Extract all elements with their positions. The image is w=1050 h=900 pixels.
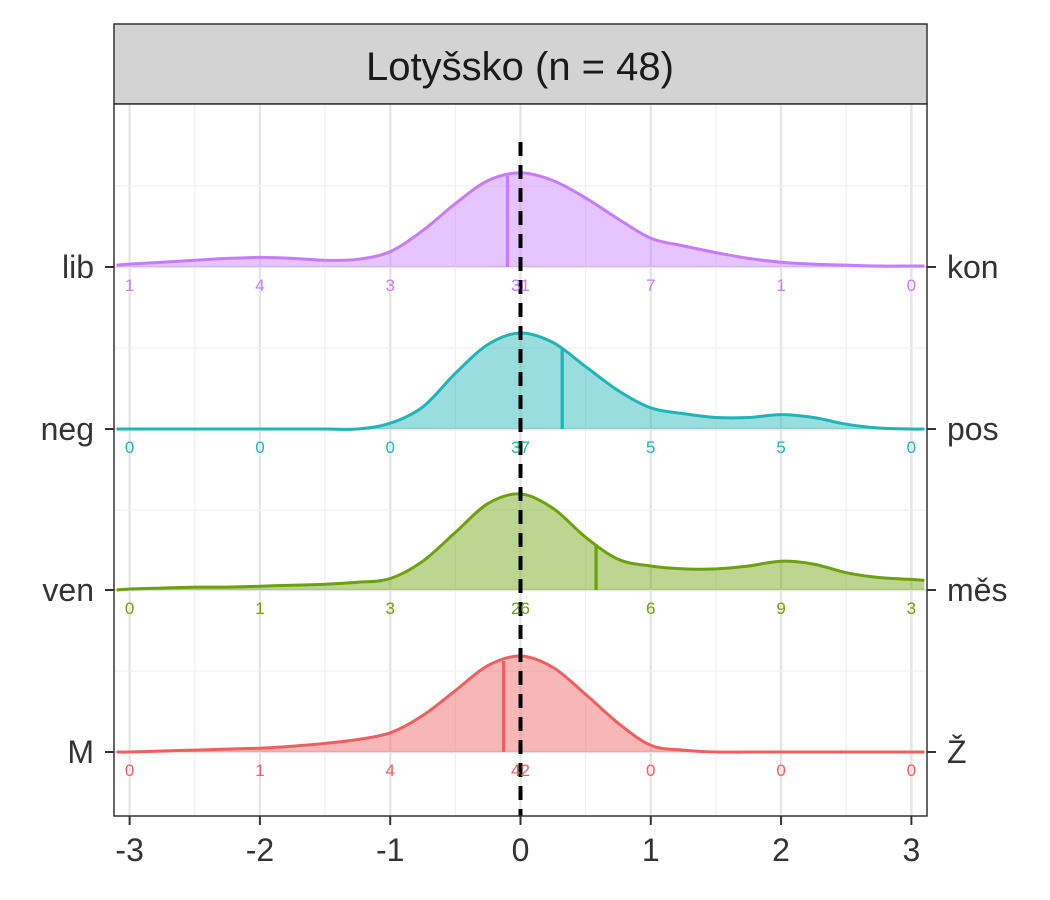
count-label: 0: [255, 438, 264, 457]
count-label: 0: [646, 761, 655, 780]
x-tick-label: -3: [115, 832, 143, 868]
count-label: 31: [511, 276, 530, 295]
x-tick-label: 2: [772, 832, 790, 868]
count-label: 5: [646, 438, 655, 457]
strip: Lotyšsko (n = 48): [113, 23, 928, 105]
count-label: 0: [385, 438, 394, 457]
y-tick-label-left: M: [67, 734, 94, 770]
count-label: 6: [646, 599, 655, 618]
y-tick-label-left: lib: [62, 249, 94, 285]
count-label: 37: [511, 438, 530, 457]
facet-title: Lotyšsko (n = 48): [366, 45, 674, 89]
count-labels: 1 4 3 31 7 1 00 0 0 37 5 5 00 1 3 26 6 9 30 1 4 42 0 0 0: [125, 276, 916, 780]
y-tick-label-left: ven: [42, 572, 94, 608]
count-label: 0: [907, 438, 916, 457]
y-tick-label-right: měs: [947, 572, 1007, 608]
count-label: 1: [255, 761, 264, 780]
y-tick-label-right: kon: [947, 249, 999, 285]
count-label: 0: [125, 438, 134, 457]
plot-panel: 1 4 3 31 7 1 00 0 0 37 5 5 00 1 3 26 6 9 30 1 4 42 0 0 0: [113, 103, 928, 817]
x-tick-label: -2: [246, 832, 274, 868]
count-label: 1: [255, 599, 264, 618]
y-tick-label-left: neg: [41, 411, 94, 447]
count-label: 0: [125, 761, 134, 780]
count-label: 1: [125, 276, 134, 295]
x-tick-label: 3: [902, 832, 920, 868]
count-label: 1: [776, 276, 785, 295]
count-label: 7: [646, 276, 655, 295]
count-label: 4: [255, 276, 264, 295]
count-label: 9: [776, 599, 785, 618]
y-tick-label-right: pos: [947, 411, 999, 447]
count-label: 26: [511, 599, 530, 618]
count-label: 3: [907, 599, 916, 618]
x-tick-label: 1: [642, 832, 660, 868]
count-label: 4: [385, 761, 394, 780]
strip-background: [113, 23, 928, 105]
count-label: 42: [511, 761, 530, 780]
count-label: 0: [776, 761, 785, 780]
count-label: 5: [776, 438, 785, 457]
count-label: 0: [907, 761, 916, 780]
x-tick-label: -1: [376, 832, 404, 868]
count-label: 3: [385, 276, 394, 295]
count-label: 0: [125, 599, 134, 618]
axes: -3 -2 -1 0 1 2 3 lib kon neg pos ven měs M Ž: [41, 249, 1008, 868]
x-tick-label: 0: [512, 832, 530, 868]
count-label: 3: [385, 599, 394, 618]
count-label: 0: [907, 276, 916, 295]
y-tick-label-right: Ž: [947, 734, 967, 770]
